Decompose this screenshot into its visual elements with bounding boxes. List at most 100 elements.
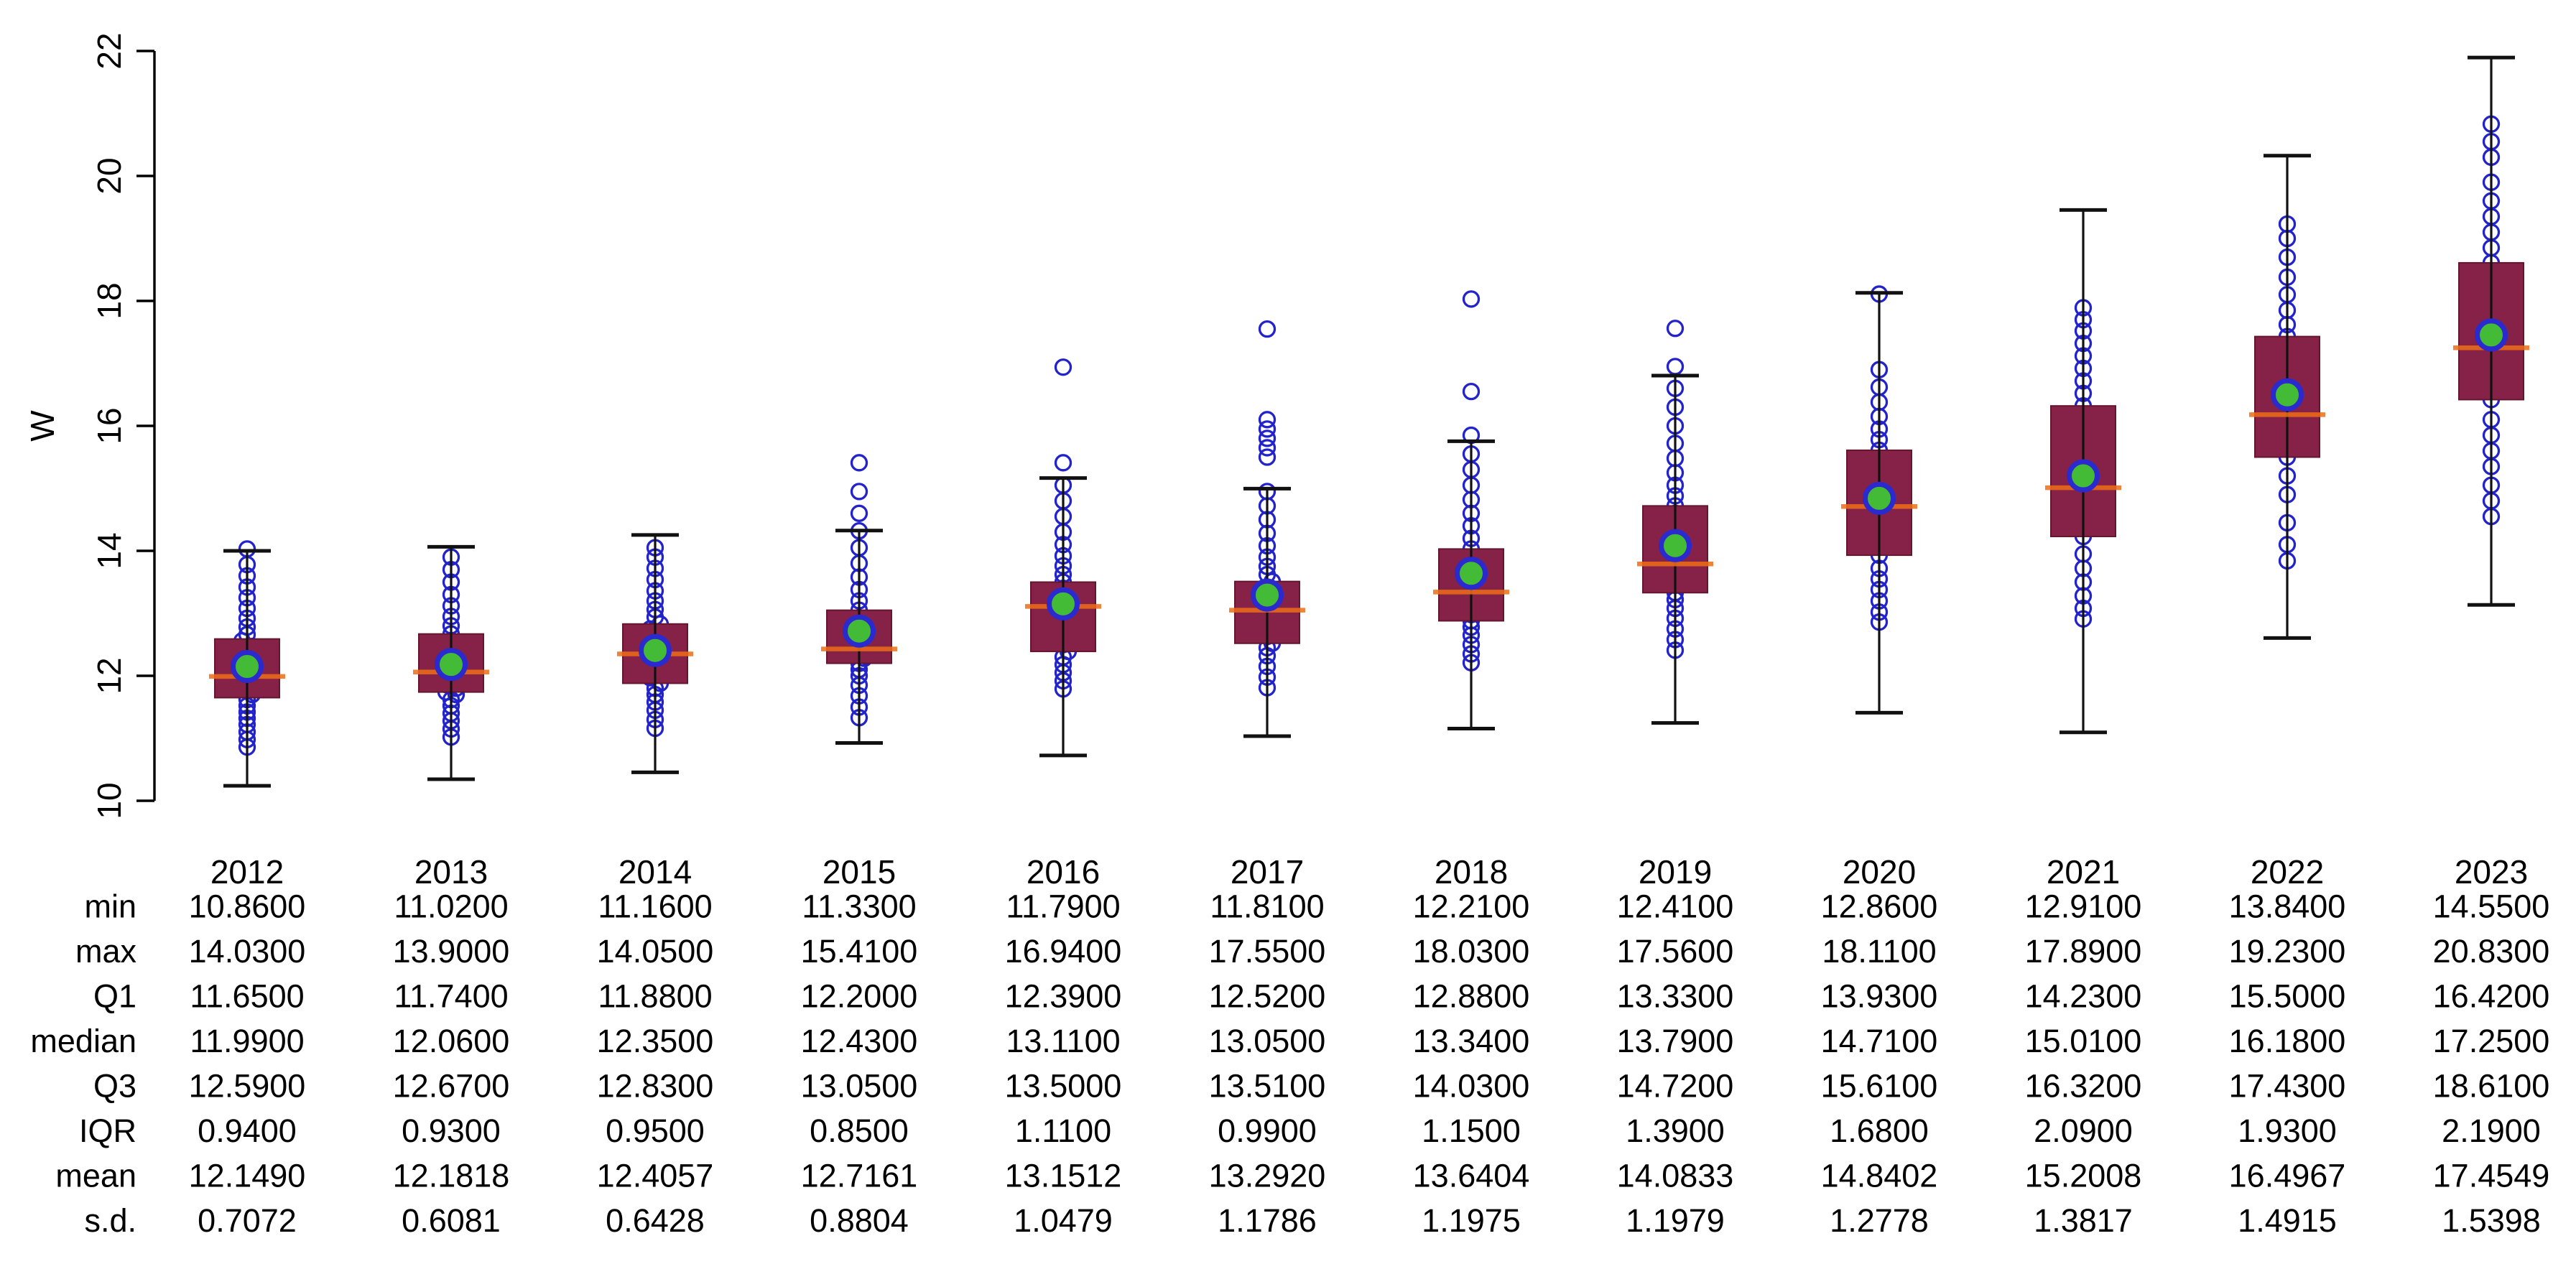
- table-cell: 17.4549: [2433, 1158, 2550, 1194]
- table-column-2022: 13.8400 19.2300 15.5000 16.1800 17.4300 1.930…: [2229, 888, 2346, 1240]
- table-cell: 16.4200: [2433, 978, 2550, 1015]
- data-point: [1054, 454, 1072, 472]
- x-tick-label: 2015: [823, 853, 896, 891]
- table-cell: 0.9500: [606, 1112, 705, 1149]
- table-cell: 13.6404: [1413, 1158, 1530, 1194]
- boxplot-2016: [1025, 358, 1101, 758]
- table-cell: 0.6428: [606, 1202, 705, 1239]
- mean-marker: [231, 650, 264, 684]
- y-axis-title: W: [24, 410, 61, 442]
- table-cell: 1.1975: [1422, 1202, 1521, 1239]
- table-cell: 0.8500: [810, 1112, 909, 1149]
- table-cell: 14.0500: [597, 933, 714, 970]
- table-cell: 14.8402: [1821, 1158, 1938, 1194]
- table-cell: 12.8300: [597, 1068, 714, 1105]
- table-cell: 1.1100: [1015, 1112, 1111, 1149]
- table-column-2021: 12.9100 17.8900 14.2300 15.0100 16.3200 2.090…: [2025, 888, 2142, 1240]
- table-cell: 12.5900: [189, 1068, 306, 1105]
- table-cell: 11.7400: [394, 978, 508, 1015]
- x-tick-label: 2022: [2251, 853, 2324, 891]
- table-row-label: IQR: [79, 1112, 136, 1149]
- table-cell: 18.6100: [2433, 1068, 2550, 1105]
- x-tick-label: 2016: [1027, 853, 1100, 891]
- table-cell: 18.1100: [1822, 933, 1936, 970]
- table-cell: 13.0500: [1209, 1023, 1326, 1059]
- boxplot-2022: [2249, 154, 2325, 640]
- x-tick-label: 2021: [2047, 853, 2120, 891]
- boxplot-2012: [209, 540, 285, 788]
- table-cell: 11.3300: [802, 888, 916, 925]
- table-cell: 13.1100: [1006, 1023, 1120, 1059]
- table-cell: 15.5000: [2229, 978, 2346, 1015]
- table-cell: 12.4300: [801, 1023, 918, 1059]
- boxplot-2014: [617, 533, 693, 774]
- table-cell: 18.0300: [1413, 933, 1530, 970]
- table-cell: 1.1979: [1626, 1202, 1725, 1239]
- table-cell: 14.0833: [1617, 1158, 1734, 1194]
- table-cell: 16.1800: [2229, 1023, 2346, 1059]
- table-cell: 13.9300: [1821, 978, 1938, 1015]
- data-point: [850, 483, 868, 501]
- data-point: [1462, 290, 1481, 308]
- data-point: [850, 504, 868, 522]
- data-point: [1258, 448, 1277, 466]
- table-row-label: max: [75, 933, 137, 970]
- table-cell: 15.4100: [801, 933, 918, 970]
- table-cell: 12.8800: [1413, 978, 1530, 1015]
- table-cell: 1.1500: [1422, 1112, 1521, 1149]
- table-cell: 17.8900: [2025, 933, 2142, 970]
- mean-marker: [639, 633, 672, 667]
- table-cell: 16.9400: [1005, 933, 1122, 970]
- table-cell: 1.5398: [2442, 1202, 2541, 1239]
- table-cell: 13.3300: [1617, 978, 1734, 1015]
- x-tick-label: 2023: [2455, 853, 2528, 891]
- table-row-label: Q1: [93, 978, 136, 1015]
- table-cell: 1.3817: [2034, 1202, 2133, 1239]
- table-cell: 2.1900: [2442, 1112, 2541, 1149]
- y-tick-label: 22: [91, 32, 128, 69]
- y-tick-label: 14: [91, 532, 128, 569]
- mean-marker: [2475, 318, 2508, 352]
- table-cell: 12.2100: [1413, 888, 1530, 925]
- table-cell: 1.2778: [1830, 1202, 1929, 1239]
- mean-marker: [1047, 587, 1080, 621]
- table-cell: 1.6800: [1830, 1112, 1929, 1149]
- y-tick-label: 20: [91, 157, 128, 194]
- table-cell: 12.4057: [597, 1158, 714, 1194]
- mean-marker: [1659, 529, 1692, 562]
- table-cell: 11.7900: [1006, 888, 1120, 925]
- table-cell: 1.3900: [1626, 1112, 1725, 1149]
- table-cell: 0.9900: [1218, 1112, 1317, 1149]
- table-cell: 0.9400: [198, 1112, 297, 1149]
- table-cell: 15.2008: [2025, 1158, 2142, 1194]
- data-point: [1258, 320, 1277, 338]
- boxplot-2017: [1229, 320, 1305, 738]
- table-cell: 14.5500: [2433, 888, 2550, 925]
- table-cell: 0.6081: [402, 1202, 501, 1239]
- mean-marker: [1455, 557, 1488, 590]
- table-row-label: s.d.: [84, 1202, 136, 1239]
- table-cell: 16.3200: [2025, 1068, 2142, 1105]
- data-point: [850, 454, 868, 472]
- table-cell: 14.7100: [1821, 1023, 1938, 1059]
- x-tick-label: 2012: [210, 853, 284, 891]
- table-cell: 12.3500: [597, 1023, 714, 1059]
- mean-marker: [1251, 578, 1284, 612]
- table-cell: 17.5500: [1209, 933, 1326, 970]
- table-column-2018: 12.2100 18.0300 12.8800 13.3400 14.0300 1.150…: [1413, 888, 1530, 1240]
- y-tick-label: 10: [91, 782, 128, 819]
- mean-marker: [1863, 481, 1896, 515]
- y-tick-label: 16: [91, 407, 128, 444]
- table-cell: 14.0300: [189, 933, 306, 970]
- table-cell: 11.0200: [394, 888, 508, 925]
- data-point: [1666, 358, 1685, 376]
- data-point: [1258, 420, 1277, 438]
- table-cell: 12.1818: [393, 1158, 510, 1194]
- data-point: [1666, 320, 1685, 338]
- table-row-label: Q3: [93, 1068, 136, 1105]
- y-tick-label: 12: [91, 657, 128, 694]
- mean-marker: [2067, 459, 2100, 493]
- table-column-2014: 11.1600 14.0500 11.8800 12.3500 12.8300 0.950…: [597, 888, 714, 1240]
